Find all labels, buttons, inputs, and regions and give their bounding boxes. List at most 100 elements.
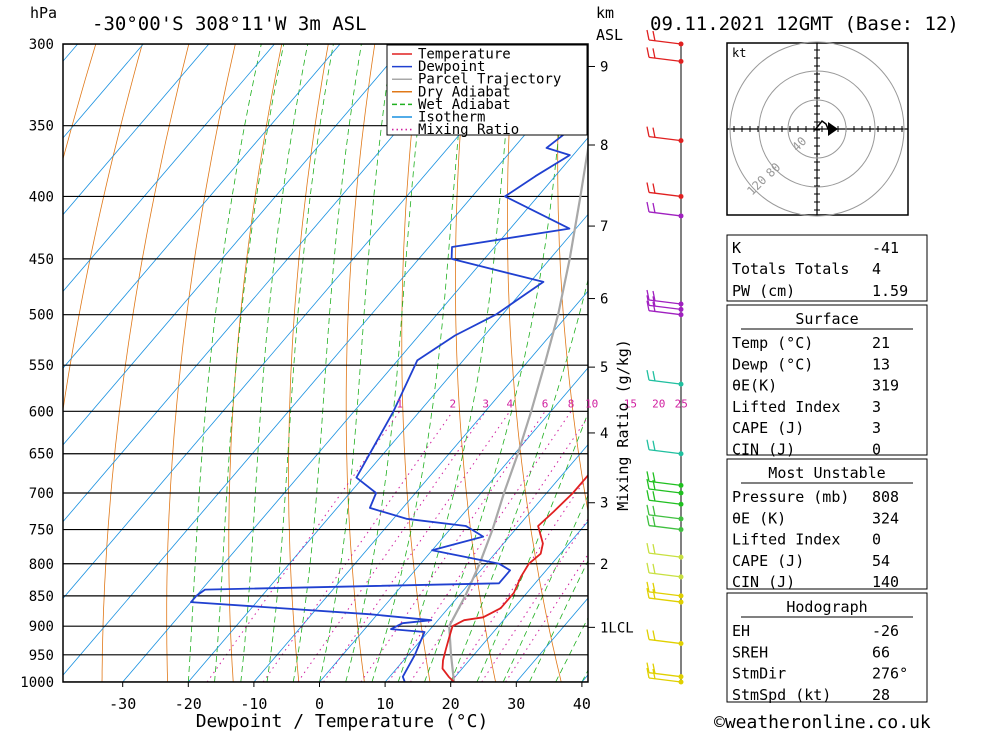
x-tick-label: -30	[109, 695, 136, 713]
dry-adiabat-line	[228, 44, 283, 682]
mixing-ratio-line	[206, 411, 401, 682]
x-tick-label: -10	[240, 695, 267, 713]
isotherm-line	[63, 44, 144, 139]
wet-adiabat-line	[397, 44, 515, 682]
mixing-ratio-label: 8	[568, 397, 575, 410]
pressure-unit-label: hPa	[30, 4, 57, 22]
k-index-label: K	[732, 239, 741, 257]
legend-box	[386, 44, 588, 136]
legend-label: Isotherm	[418, 110, 485, 126]
legend-label: Wet Adiabat	[418, 97, 511, 113]
legend-label: Dewpoint	[418, 59, 485, 75]
wet-adiabat-line	[529, 559, 588, 682]
height-tick-label: 5	[600, 360, 608, 376]
wind-barb	[646, 478, 684, 496]
most-unstable-row-label: θE (K)	[732, 509, 786, 527]
hodograph-ring	[787, 99, 847, 159]
isotherm-line	[122, 137, 588, 682]
temperature-profile-line	[441, 473, 588, 682]
dry-adiabat-line	[101, 44, 190, 682]
pw-value: 1.59	[872, 282, 908, 300]
dry-adiabat-line	[507, 44, 562, 682]
wind-barb	[646, 662, 684, 680]
pressure-tick-label: 900	[29, 619, 54, 635]
mixing-ratio-label: 15	[624, 397, 637, 410]
dewpoint-profile-line	[190, 60, 588, 682]
surface-row-value: 3	[872, 419, 881, 437]
wind-barb	[646, 182, 684, 199]
pressure-tick-label: 300	[29, 37, 54, 53]
wet-adiabat-line	[240, 44, 309, 682]
hodograph-stats-row-value: 276°	[872, 665, 908, 683]
height-unit-label: km	[596, 4, 614, 22]
hodograph-stats-row-value: -26	[872, 622, 899, 640]
totals-label: Totals Totals	[732, 260, 849, 278]
wet-adiabat-line	[476, 411, 588, 682]
pressure-tick-label: 550	[29, 358, 54, 374]
surface-row-value: 0	[872, 441, 881, 459]
wind-barb	[646, 295, 684, 312]
x-tick-label: 20	[442, 695, 460, 713]
surface-title: Surface	[795, 310, 858, 328]
hodograph-stats-box	[726, 592, 928, 703]
height-tick-label: 6	[600, 292, 608, 308]
dry-adiabat-line	[933, 44, 1000, 682]
pressure-tick-label: 600	[29, 404, 54, 420]
hodograph-stats-row-label: StmDir	[732, 665, 786, 683]
totals-value: 4	[872, 260, 881, 278]
mixing-ratio-line	[297, 411, 487, 682]
hodograph-unit: kt	[732, 46, 746, 60]
surface-row-value: 13	[872, 355, 890, 373]
surface-box	[726, 304, 928, 456]
most-unstable-box	[726, 458, 928, 590]
surface-row-value: 3	[872, 398, 881, 416]
pressure-tick-label: 1000	[20, 675, 54, 691]
parcel-trajectory-profile-line	[448, 141, 588, 682]
wind-barb	[646, 201, 684, 219]
mixing-ratio-line	[323, 411, 511, 682]
indices-box	[726, 234, 928, 302]
surface-row-value: 21	[872, 334, 890, 352]
pressure-tick-label: 500	[29, 308, 54, 324]
surface-row-label: CAPE (J)	[732, 419, 804, 437]
mixing-ratio-line	[360, 411, 546, 682]
legend-label: Dry Adiabat	[418, 84, 511, 100]
mixing-ratio-label: 10	[585, 397, 598, 410]
wind-barb	[646, 439, 684, 457]
most-unstable-row-label: CAPE (J)	[732, 552, 804, 570]
pressure-tick-label: 700	[29, 486, 54, 502]
wind-barb	[646, 587, 684, 605]
dry-adiabat-line	[166, 44, 236, 682]
pressure-tick-label: 450	[29, 252, 54, 268]
most-unstable-row-label: Pressure (mb)	[732, 488, 849, 506]
most-unstable-title: Most Unstable	[768, 464, 885, 482]
most-unstable-row-value: 324	[872, 509, 899, 527]
isotherm-line	[63, 44, 407, 446]
mixing-ratio-line	[505, 553, 588, 682]
legend-label: Temperature	[418, 47, 511, 63]
height-tick-label: 8	[600, 138, 608, 154]
surface-row-label: θE(K)	[732, 377, 777, 395]
mixing-ratio-line	[481, 517, 588, 682]
most-unstable-row-value: 0	[872, 531, 881, 549]
wind-barb	[646, 300, 684, 318]
wet-adiabat-line	[266, 44, 334, 682]
location-title: -30°00'S 308°11'W 3m ASL	[92, 13, 367, 35]
surface-row-label: Lifted Index	[732, 398, 840, 416]
wind-barb	[646, 515, 684, 533]
hodograph-ring	[758, 70, 876, 188]
most-unstable-row-value: 808	[872, 488, 899, 506]
height-tick-label: 7	[600, 219, 608, 235]
height-tick-label: 9	[600, 60, 608, 76]
surface-row-value: 319	[872, 377, 899, 395]
stability-indices: K -41 Totals Totals 4 PW (cm) 1.59 Surface Temp…	[726, 234, 928, 704]
wind-barb	[646, 29, 684, 47]
wind-barb	[646, 471, 684, 488]
wet-adiabat-line	[187, 44, 262, 682]
x-tick-label: -20	[175, 695, 202, 713]
mixing-ratio-label: 6	[542, 397, 549, 410]
hodograph-stats-row-value: 28	[872, 686, 890, 704]
wind-barb	[646, 542, 684, 560]
isotherm-line	[63, 44, 210, 216]
